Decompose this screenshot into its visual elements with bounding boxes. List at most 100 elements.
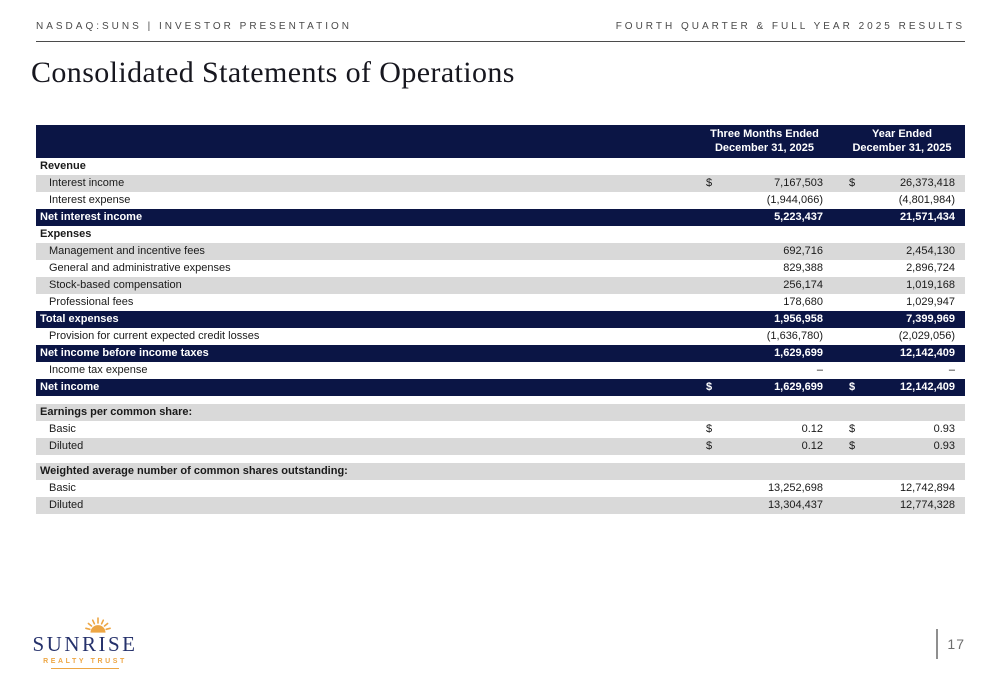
ticker-label: NASDAQ:SUNS | INVESTOR PRESENTATION xyxy=(36,21,352,32)
table-row: Expenses xyxy=(36,226,965,243)
row-value-2: – xyxy=(948,364,955,376)
table-row: General and administrative expenses 829,… xyxy=(36,260,965,277)
row-spacer xyxy=(823,243,849,260)
row-spacer xyxy=(823,497,849,514)
row-value-1: 7,167,503 xyxy=(774,177,823,189)
row-spacer xyxy=(823,396,849,404)
table-row: Earnings per common share: xyxy=(36,404,965,421)
page-number-divider xyxy=(936,629,939,659)
row-value-2: 26,373,418 xyxy=(899,177,955,189)
row-currency-1 xyxy=(706,226,726,243)
row-label: Net interest income xyxy=(40,211,143,223)
table-row: Interest income $ 7,167,503 $ 26,373,418 xyxy=(36,175,965,192)
row-currency-1 xyxy=(706,311,726,328)
row-label: Income tax expense xyxy=(49,364,148,376)
row-value-1: 178,680 xyxy=(783,296,823,308)
row-label: Stock-based compensation xyxy=(49,279,182,291)
row-currency-2: $ xyxy=(849,440,856,452)
table-row: Interest expense (1,944,066) (4,801,984) xyxy=(36,192,965,209)
row-label: Total expenses xyxy=(40,313,119,325)
logo-underline xyxy=(51,668,119,669)
row-currency-1 xyxy=(706,328,726,345)
top-bar: NASDAQ:SUNS | INVESTOR PRESENTATION FOUR… xyxy=(36,21,965,32)
row-value-1 xyxy=(726,463,823,480)
row-currency-1 xyxy=(706,455,726,463)
row-value-2: 12,742,894 xyxy=(899,482,955,494)
sunburst-icon xyxy=(85,617,111,633)
row-value-1: (1,636,780) xyxy=(766,330,823,342)
row-value-1: 692,716 xyxy=(783,245,823,257)
row-currency-2 xyxy=(849,192,869,209)
page-number-block: 17 xyxy=(936,629,965,659)
row-spacer xyxy=(823,277,849,294)
row-currency-2 xyxy=(849,277,869,294)
row-spacer xyxy=(823,345,849,362)
row-value-2: 2,896,724 xyxy=(906,262,955,274)
row-currency-2 xyxy=(849,158,869,175)
page-number: 17 xyxy=(947,636,965,652)
row-currency-1 xyxy=(706,209,726,226)
table-row: Management and incentive fees 692,716 2,… xyxy=(36,243,965,260)
row-spacer xyxy=(823,226,849,243)
row-currency-1 xyxy=(706,497,726,514)
row-spacer xyxy=(823,175,849,192)
row-currency-2 xyxy=(849,455,869,463)
row-value-2: 12,142,409 xyxy=(899,381,955,393)
row-currency-2 xyxy=(849,362,869,379)
row-spacer xyxy=(823,421,849,438)
row-value-2: (2,029,056) xyxy=(898,330,955,342)
row-value-1: 829,388 xyxy=(783,262,823,274)
row-value-1: 13,304,437 xyxy=(767,499,823,511)
row-value-1 xyxy=(726,158,823,175)
table-row: Net income $ 1,629,699 $ 12,142,409 xyxy=(36,379,965,396)
row-value-1: 256,174 xyxy=(783,279,823,291)
row-currency-1 xyxy=(706,260,726,277)
row-value-1: 0.12 xyxy=(801,440,823,452)
row-currency-2 xyxy=(849,463,869,480)
row-value-1: – xyxy=(816,364,823,376)
row-label: General and administrative expenses xyxy=(49,262,231,274)
row-currency-1: $ xyxy=(706,440,713,452)
row-value-1 xyxy=(726,455,823,463)
row-label: Provision for current expected credit lo… xyxy=(49,330,260,342)
row-label: Diluted xyxy=(49,499,84,511)
table-row: Basic $ 0.12 $ 0.93 xyxy=(36,421,965,438)
table-body: Revenue Interest income $ 7,167,503 $ 26… xyxy=(36,158,965,514)
row-currency-2 xyxy=(849,396,869,404)
row-currency-2 xyxy=(849,404,869,421)
row-label: Net income xyxy=(40,381,100,393)
row-currency-2 xyxy=(849,226,869,243)
company-logo: SUNRISE REALTY TRUST xyxy=(25,615,145,669)
row-value-1: 0.12 xyxy=(801,423,823,435)
row-value-2: (4,801,984) xyxy=(898,194,955,206)
row-currency-1 xyxy=(706,192,726,209)
table-row: Total expenses 1,956,958 7,399,969 xyxy=(36,311,965,328)
table-row: Stock-based compensation 256,174 1,019,1… xyxy=(36,277,965,294)
row-currency-1 xyxy=(706,404,726,421)
row-currency-1 xyxy=(706,294,726,311)
table-row: Weighted average number of common shares… xyxy=(36,463,965,480)
row-currency-1: $ xyxy=(706,381,713,393)
row-value-2 xyxy=(869,404,955,421)
row-value-2: 12,774,328 xyxy=(899,499,955,511)
row-label: Management and incentive fees xyxy=(49,245,205,257)
row-value-2: 2,454,130 xyxy=(906,245,955,257)
row-label: Interest expense xyxy=(49,194,131,206)
table-row: Income tax expense – – xyxy=(36,362,965,379)
row-spacer xyxy=(823,158,849,175)
row-value-1 xyxy=(726,396,823,404)
row-spacer xyxy=(823,209,849,226)
row-currency-2 xyxy=(849,345,869,362)
row-label: Interest income xyxy=(49,177,125,189)
row-value-2 xyxy=(869,463,955,480)
row-label: Revenue xyxy=(40,160,86,172)
row-value-1: 1,629,699 xyxy=(774,381,823,393)
row-spacer xyxy=(823,463,849,480)
table-row: Professional fees 178,680 1,029,947 xyxy=(36,294,965,311)
row-spacer xyxy=(823,438,849,455)
row-spacer xyxy=(823,404,849,421)
row-spacer xyxy=(823,455,849,463)
logo-wordmark: SUNRISE xyxy=(32,632,138,656)
row-spacer xyxy=(823,379,849,396)
row-value-1 xyxy=(726,226,823,243)
